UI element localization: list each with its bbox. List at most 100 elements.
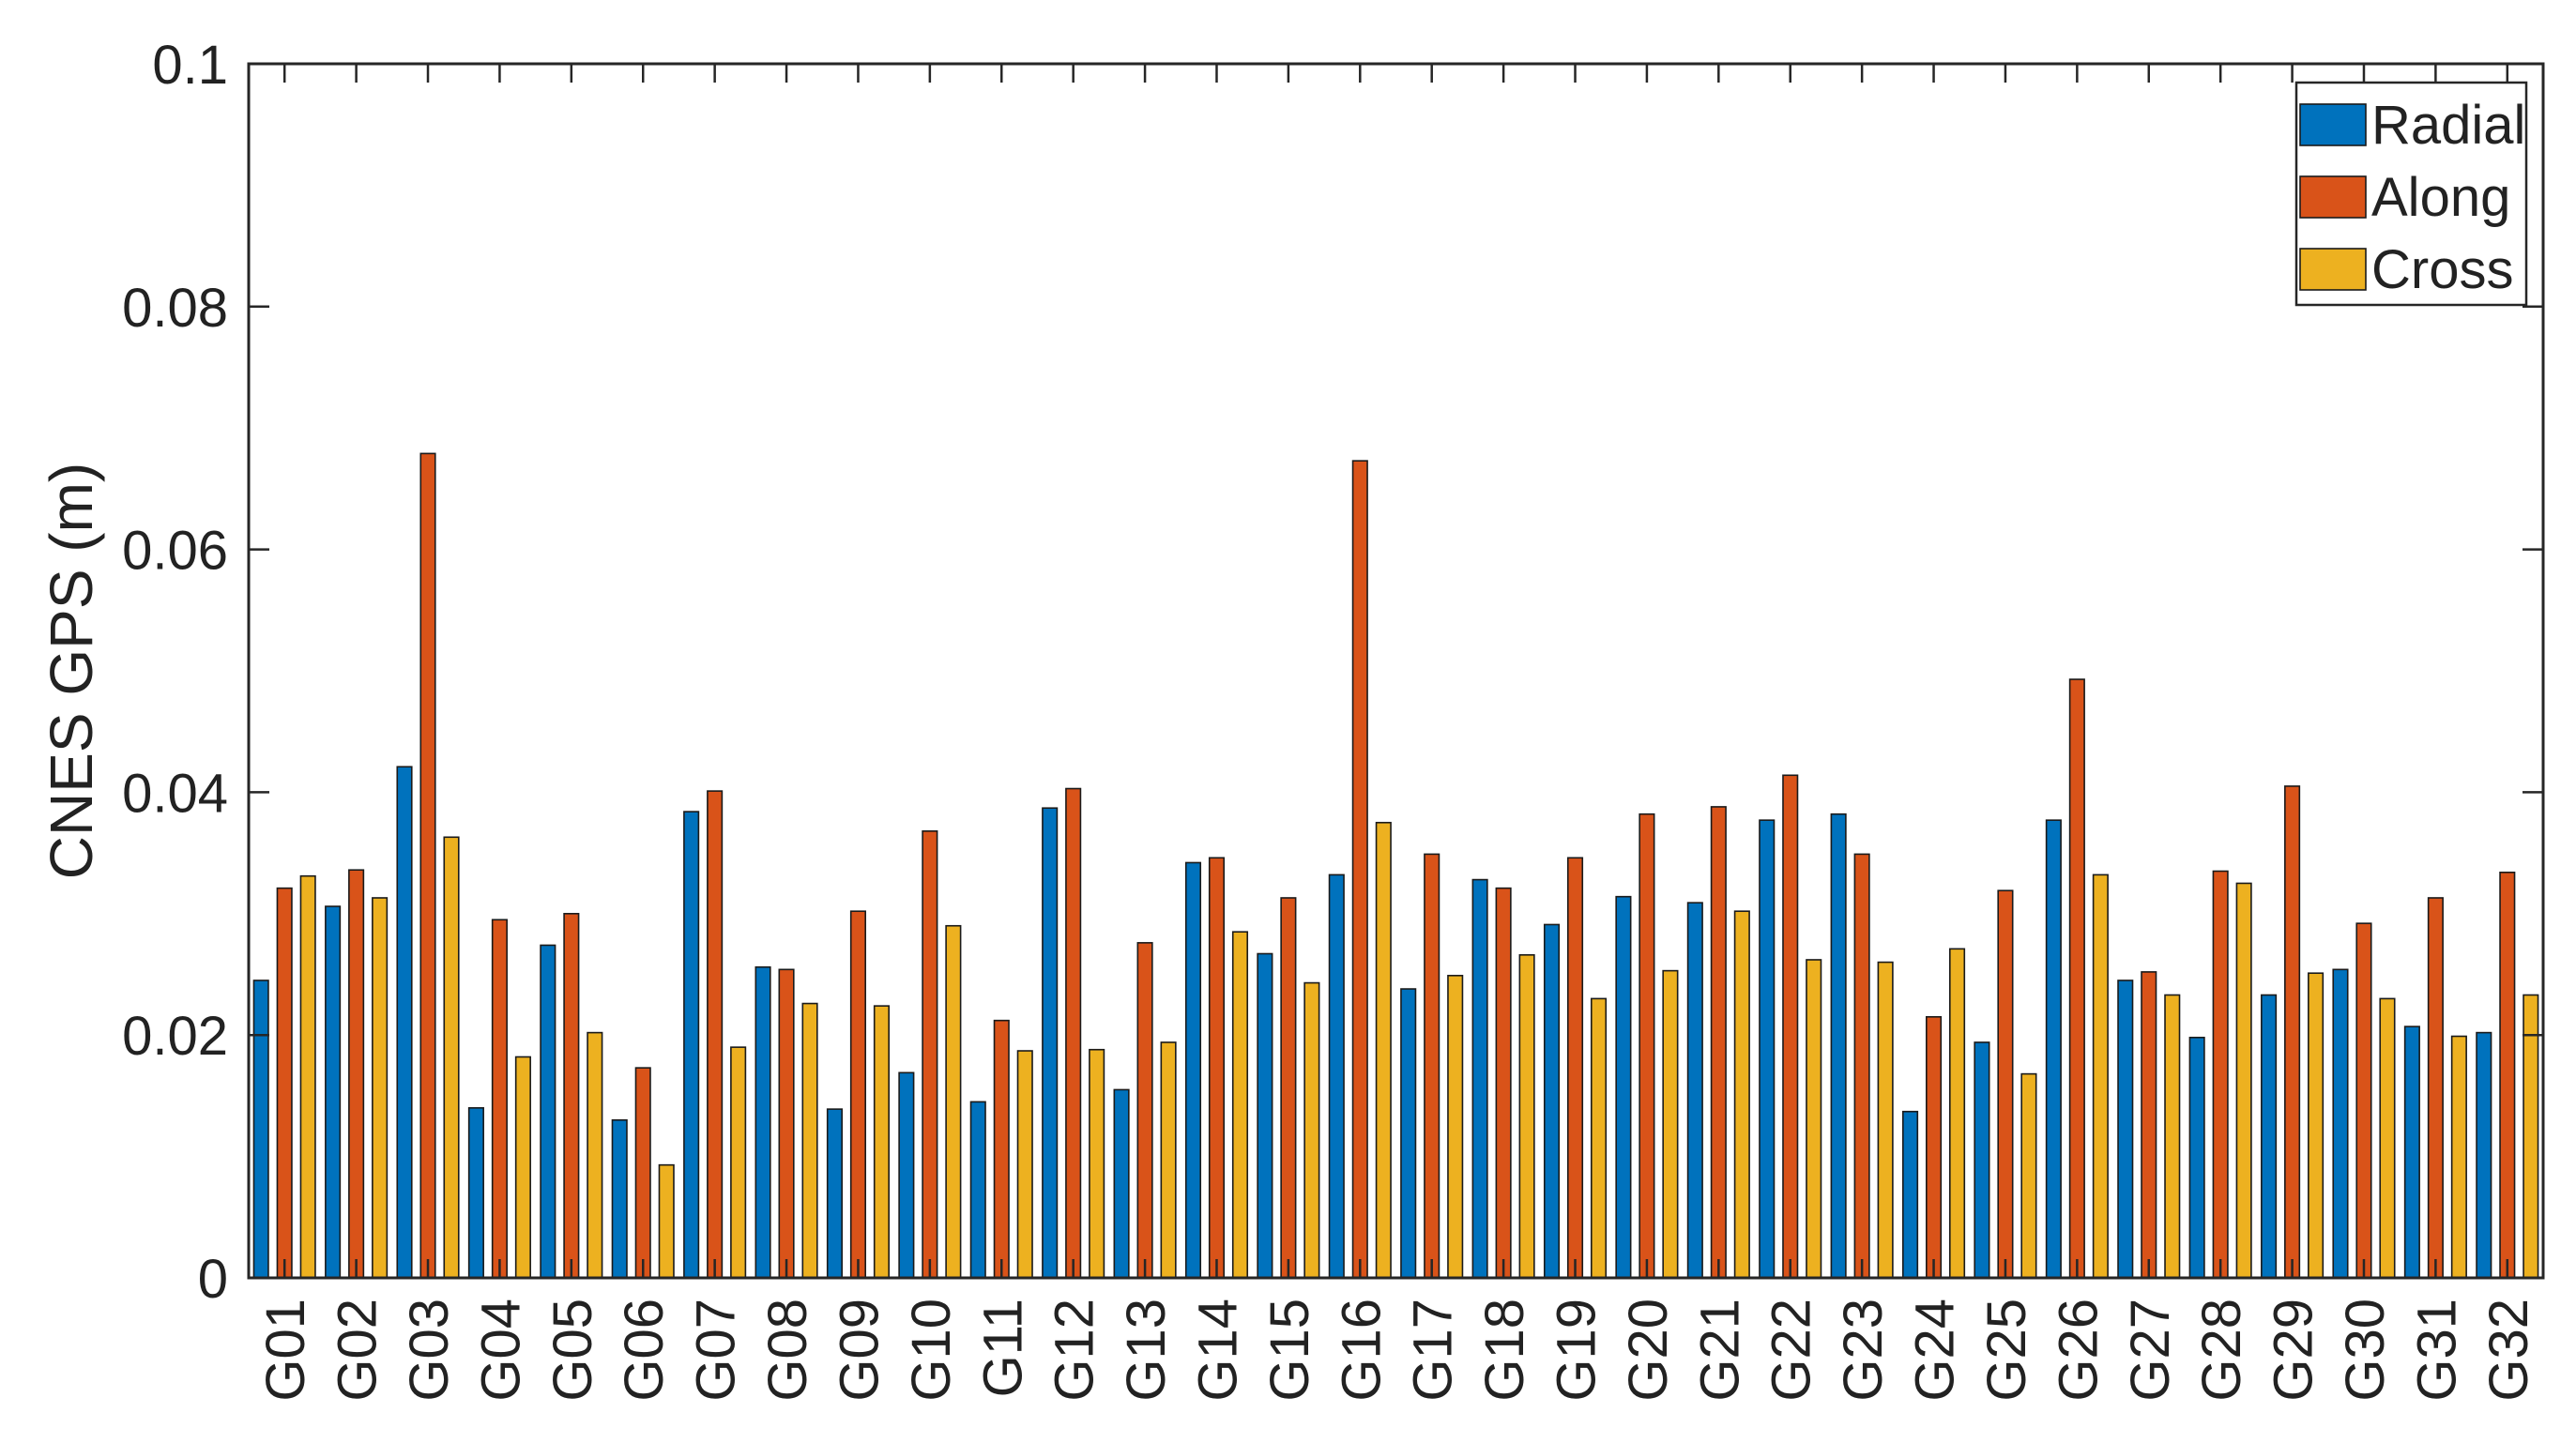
bar-along-g20 (1639, 813, 1655, 1279)
bar-cross-g09 (873, 1005, 891, 1279)
bar-along-g14 (1208, 857, 1226, 1279)
bar-cross-g07 (730, 1046, 747, 1279)
x-tick-label-g31: G31 (2406, 1299, 2467, 1402)
bar-cross-g20 (1662, 969, 1679, 1279)
bar-along-g11 (993, 1019, 1010, 1279)
bar-radial-g06 (611, 1118, 628, 1279)
bar-cross-g32 (2523, 994, 2539, 1279)
bar-along-g13 (1136, 942, 1153, 1279)
x-tick-label-g28: G28 (2191, 1299, 2252, 1402)
bar-cross-g21 (1733, 910, 1750, 1279)
legend-label-cross: Cross (2371, 239, 2513, 300)
bar-cross-g06 (658, 1163, 675, 1279)
bar-radial-g31 (2403, 1025, 2420, 1279)
x-tick-label-g30: G30 (2335, 1299, 2396, 1402)
x-tick-label-g07: G07 (686, 1299, 747, 1402)
legend-swatch-along (2299, 175, 2367, 219)
bar-along-g04 (491, 919, 508, 1279)
legend-swatch-cross (2299, 248, 2367, 291)
x-tick-label-g15: G15 (1259, 1299, 1320, 1402)
x-tick-label-g04: G04 (470, 1299, 531, 1402)
bar-cross-g14 (1231, 931, 1249, 1279)
bar-radial-g28 (2188, 1036, 2205, 1279)
bar-cross-g19 (1590, 997, 1608, 1279)
bar-along-g26 (2068, 678, 2085, 1279)
y-tick-label: 0.1 (152, 35, 228, 96)
x-tick-label-g17: G17 (1403, 1299, 1464, 1402)
bar-cross-g05 (587, 1031, 603, 1279)
bar-along-g12 (1065, 787, 1082, 1279)
x-tick-label-g24: G24 (1905, 1299, 1966, 1402)
bar-cross-g27 (2164, 994, 2181, 1279)
x-tick-label-g11: G11 (972, 1299, 1033, 1397)
bar-along-g05 (563, 912, 580, 1279)
x-tick-label-g26: G26 (2048, 1299, 2109, 1402)
bar-radial-g04 (467, 1107, 484, 1279)
bar-along-g25 (1997, 889, 2014, 1279)
bar-radial-g05 (540, 944, 556, 1279)
bar-cross-g08 (801, 1002, 818, 1279)
bar-radial-g23 (1830, 813, 1847, 1279)
x-tick-label-g01: G01 (255, 1299, 316, 1402)
bar-along-g09 (849, 910, 867, 1279)
bar-radial-g20 (1615, 895, 1632, 1279)
bar-radial-g22 (1759, 819, 1776, 1279)
x-tick-label-g14: G14 (1187, 1299, 1248, 1402)
bar-cross-g28 (2235, 882, 2252, 1279)
bar-along-g03 (419, 452, 436, 1279)
bar-radial-g02 (325, 905, 342, 1279)
bar-cross-g10 (945, 924, 962, 1279)
bar-radial-g18 (1471, 878, 1488, 1279)
x-tick-label-g22: G22 (1761, 1299, 1822, 1402)
bar-along-g19 (1566, 857, 1584, 1279)
bar-radial-g07 (683, 811, 700, 1279)
bar-cross-g04 (514, 1056, 531, 1279)
bar-along-g06 (634, 1067, 651, 1279)
bar-along-g17 (1424, 853, 1440, 1279)
bar-along-g27 (2141, 971, 2157, 1279)
bar-cross-g15 (1303, 981, 1320, 1279)
bar-cross-g29 (2308, 972, 2324, 1279)
bar-cross-g16 (1375, 821, 1392, 1279)
bar-cross-g23 (1877, 961, 1894, 1279)
y-axis-label: CNES GPS (m) (38, 463, 105, 879)
x-tick-label-g32: G32 (2478, 1299, 2539, 1402)
bar-radial-g11 (969, 1101, 986, 1279)
bar-along-g29 (2284, 785, 2301, 1279)
x-tick-label-g05: G05 (542, 1299, 603, 1402)
legend-swatch-radial (2299, 103, 2367, 146)
bar-radial-g03 (396, 766, 413, 1279)
bar-along-g07 (707, 790, 724, 1279)
bar-along-g15 (1280, 897, 1297, 1279)
bar-cross-g12 (1089, 1048, 1105, 1279)
bar-cross-g24 (1949, 948, 1966, 1279)
x-tick-label-g12: G12 (1044, 1299, 1105, 1402)
x-tick-label-g02: G02 (328, 1299, 389, 1402)
bar-along-g28 (2212, 870, 2229, 1279)
bar-cross-g17 (1447, 974, 1464, 1279)
bar-along-g32 (2499, 871, 2516, 1279)
x-tick-label-g06: G06 (614, 1299, 675, 1402)
x-tick-label-g03: G03 (399, 1299, 460, 1402)
x-tick-label-g08: G08 (757, 1299, 818, 1402)
bar-cross-g18 (1518, 953, 1535, 1279)
x-tick-label-g25: G25 (1976, 1299, 2037, 1402)
legend-label-along: Along (2371, 167, 2510, 228)
y-tick-label: 0.02 (122, 1006, 228, 1067)
bar-radial-g16 (1328, 873, 1345, 1279)
legend-label-radial: Radial (2371, 95, 2525, 156)
bar-radial-g13 (1113, 1088, 1130, 1279)
bar-cross-g30 (2379, 997, 2396, 1279)
bar-along-g18 (1495, 887, 1512, 1279)
bar-cross-g31 (2450, 1035, 2467, 1279)
bar-along-g16 (1351, 460, 1368, 1279)
bar-radial-g01 (252, 980, 269, 1279)
x-tick-label-g23: G23 (1833, 1299, 1894, 1402)
x-tick-label-g27: G27 (2120, 1299, 2181, 1402)
bar-radial-g15 (1257, 952, 1273, 1279)
bar-radial-g26 (2045, 819, 2062, 1279)
bar-radial-g09 (826, 1108, 844, 1279)
x-tick-label-g13: G13 (1116, 1299, 1177, 1402)
bar-radial-g21 (1686, 902, 1703, 1279)
